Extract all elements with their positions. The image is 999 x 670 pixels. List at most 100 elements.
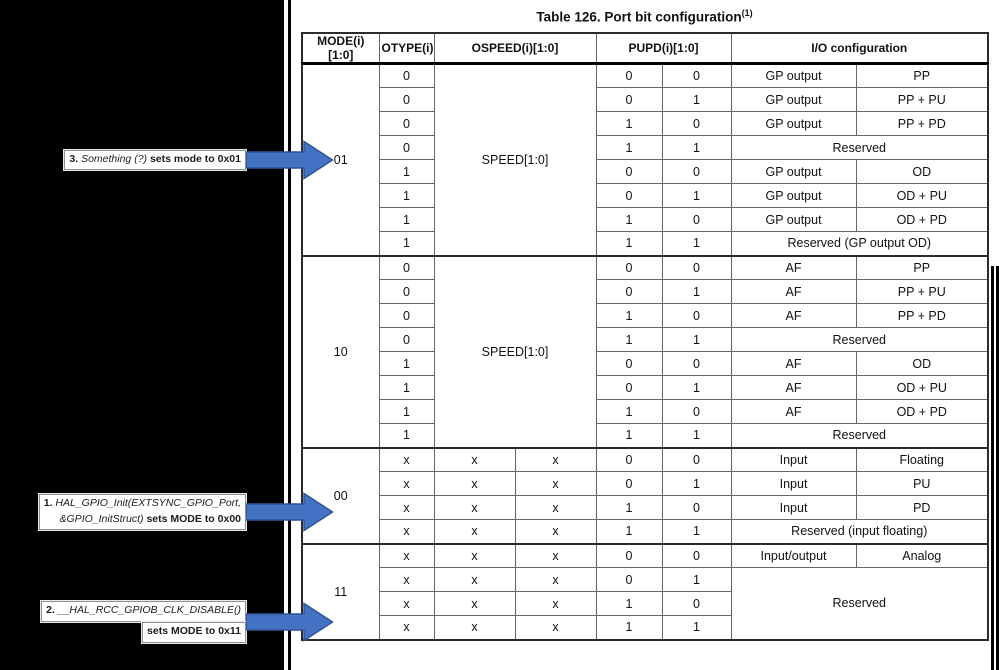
io-config-cell: GP output [730, 111, 857, 136]
bit-cell: x [378, 471, 435, 496]
annotation-text-run: 3. [69, 152, 82, 165]
io-config-cell: Reserved (GP output OD) [730, 231, 989, 256]
bit-cell: x [378, 615, 435, 640]
io-config-cell: Reserved [730, 327, 989, 352]
annotation-text-run: sets mode to 0x01 [147, 152, 241, 165]
io-config-cell: PP + PD [855, 111, 989, 136]
table-row: 1 1 0 GP output OD + PD [302, 207, 989, 232]
callout-arrow-icon [246, 602, 334, 642]
pupd-bit-cell: 0 [595, 471, 663, 496]
io-config-cell: AF [730, 303, 857, 328]
io-config-cell: GP output [730, 183, 857, 208]
bit-cell: x [378, 495, 435, 520]
pupd-bit-cell: 0 [661, 254, 732, 280]
annotation-text-run: __HAL_RCC_GPIOB_CLK_DISABLE() [57, 604, 241, 617]
pupd-bit-cell: 1 [661, 327, 732, 352]
annotation-text-boxes: 3. Something (?) sets mode to 0x01 [64, 149, 246, 171]
bit-cell: x [433, 446, 516, 472]
io-config-cell: Input/output [730, 542, 857, 568]
pupd-bit-cell: 1 [661, 279, 732, 304]
pupd-bit-cell: 0 [661, 542, 732, 568]
bit-cell: x [514, 471, 597, 496]
io-config-cell: AF [730, 351, 857, 376]
annotation-text-boxes: 2. __HAL_RCC_GPIOB_CLK_DISABLE() sets MOD… [41, 601, 246, 643]
pupd-bit-cell: 0 [595, 542, 663, 568]
column-header-io-configuration: I/O configuration [730, 32, 989, 65]
pupd-bit-cell: 1 [661, 135, 732, 160]
column-header-ospeed: OSPEED(i)[1:0] [433, 32, 597, 65]
io-config-cell: AF [730, 399, 857, 424]
pupd-bit-cell: 1 [595, 423, 663, 448]
io-config-cell: GP output [730, 159, 857, 184]
io-config-cell: GP output [730, 62, 857, 88]
table-title-text: Table 126. Port bit configuration [536, 9, 742, 25]
io-config-cell: Floating [855, 446, 989, 472]
bit-cell: 1 [378, 423, 435, 448]
io-config-cell: Input [730, 495, 857, 520]
pupd-bit-cell: 0 [661, 62, 732, 88]
page-edge-strip [284, 0, 288, 670]
io-config-cell: PP + PU [855, 87, 989, 112]
bit-cell: x [378, 591, 435, 616]
io-config-cell: OD + PU [855, 183, 989, 208]
pupd-bit-cell: 1 [661, 375, 732, 400]
pupd-bit-cell: 1 [595, 615, 663, 640]
pupd-bit-cell: 0 [661, 399, 732, 424]
column-header-pupd: PUPD(i)[1:0] [595, 32, 732, 65]
annotation-box: 1. HAL_GPIO_Init(EXTSYNC_GPIO_Port, &GPIO… [38, 493, 246, 531]
pupd-bit-cell: 0 [661, 111, 732, 136]
pupd-bit-cell: 0 [661, 303, 732, 328]
pupd-bit-cell: 1 [661, 183, 732, 208]
annotation-text-run: sets MODE to 0x00 [143, 512, 241, 525]
bit-cell: x [514, 446, 597, 472]
io-config-cell: Input [730, 446, 857, 472]
io-config-cell: Input [730, 471, 857, 496]
bit-cell: 1 [378, 183, 435, 208]
table-row: 1 1 0 AF OD + PD [302, 399, 989, 424]
bit-cell: x [433, 615, 516, 640]
table-row: 01 0 SPEED[1:0] 0 0 GP output PP [301, 62, 989, 256]
bit-cell: 1 [378, 399, 435, 424]
bit-cell: 0 [378, 303, 435, 328]
pupd-bit-cell: 0 [595, 567, 663, 592]
bit-cell: x [514, 542, 597, 568]
pupd-bit-cell: 0 [661, 446, 732, 472]
pupd-bit-cell: 1 [661, 519, 732, 544]
bit-cell: 0 [378, 62, 435, 88]
pupd-bit-cell: 0 [595, 159, 663, 184]
annotation-box: 2. __HAL_RCC_GPIOB_CLK_DISABLE() [41, 601, 246, 622]
annotation-text-run: 2. [46, 604, 58, 617]
speed-cell: SPEED[1:0] [433, 254, 597, 448]
pupd-bit-cell: 1 [661, 471, 732, 496]
io-config-cell: PP + PU [855, 279, 989, 304]
io-config-cell: PD [855, 495, 989, 520]
io-config-cell: AF [730, 279, 857, 304]
pupd-bit-cell: 0 [595, 446, 663, 472]
table-row: 0 1 1 Reserved [302, 135, 989, 160]
pupd-bit-cell: 1 [595, 495, 663, 520]
window-edge-highlight [994, 266, 996, 670]
pupd-bit-cell: 1 [595, 399, 663, 424]
io-config-cell: AF [730, 375, 857, 400]
io-config-cell: Reserved (input floating) [730, 519, 989, 544]
io-config-cell: AF [730, 254, 857, 280]
io-config-cell: GP output [730, 87, 857, 112]
pupd-bit-cell: 1 [661, 87, 732, 112]
io-config-cell: Reserved [730, 423, 989, 448]
table-row: 00 x x x 0 0 Input Floating [301, 446, 989, 544]
column-header-mode: MODE(i)[1:0] [301, 32, 380, 65]
io-config-cell: OD [855, 351, 989, 376]
pupd-bit-cell: 1 [595, 519, 663, 544]
bit-cell: 1 [378, 351, 435, 376]
pupd-bit-cell: 1 [595, 303, 663, 328]
bit-cell: 0 [378, 135, 435, 160]
pupd-bit-cell: 0 [595, 375, 663, 400]
window-edge-bar [991, 266, 999, 670]
io-config-cell: PP [855, 62, 989, 88]
table-row: 0 1 0 AF PP + PD [302, 303, 989, 328]
table-row: 10 0 SPEED[1:0] 0 0 AF PP [301, 254, 989, 448]
mode-value-cell: 00 [301, 446, 380, 544]
pupd-bit-cell: 1 [595, 111, 663, 136]
